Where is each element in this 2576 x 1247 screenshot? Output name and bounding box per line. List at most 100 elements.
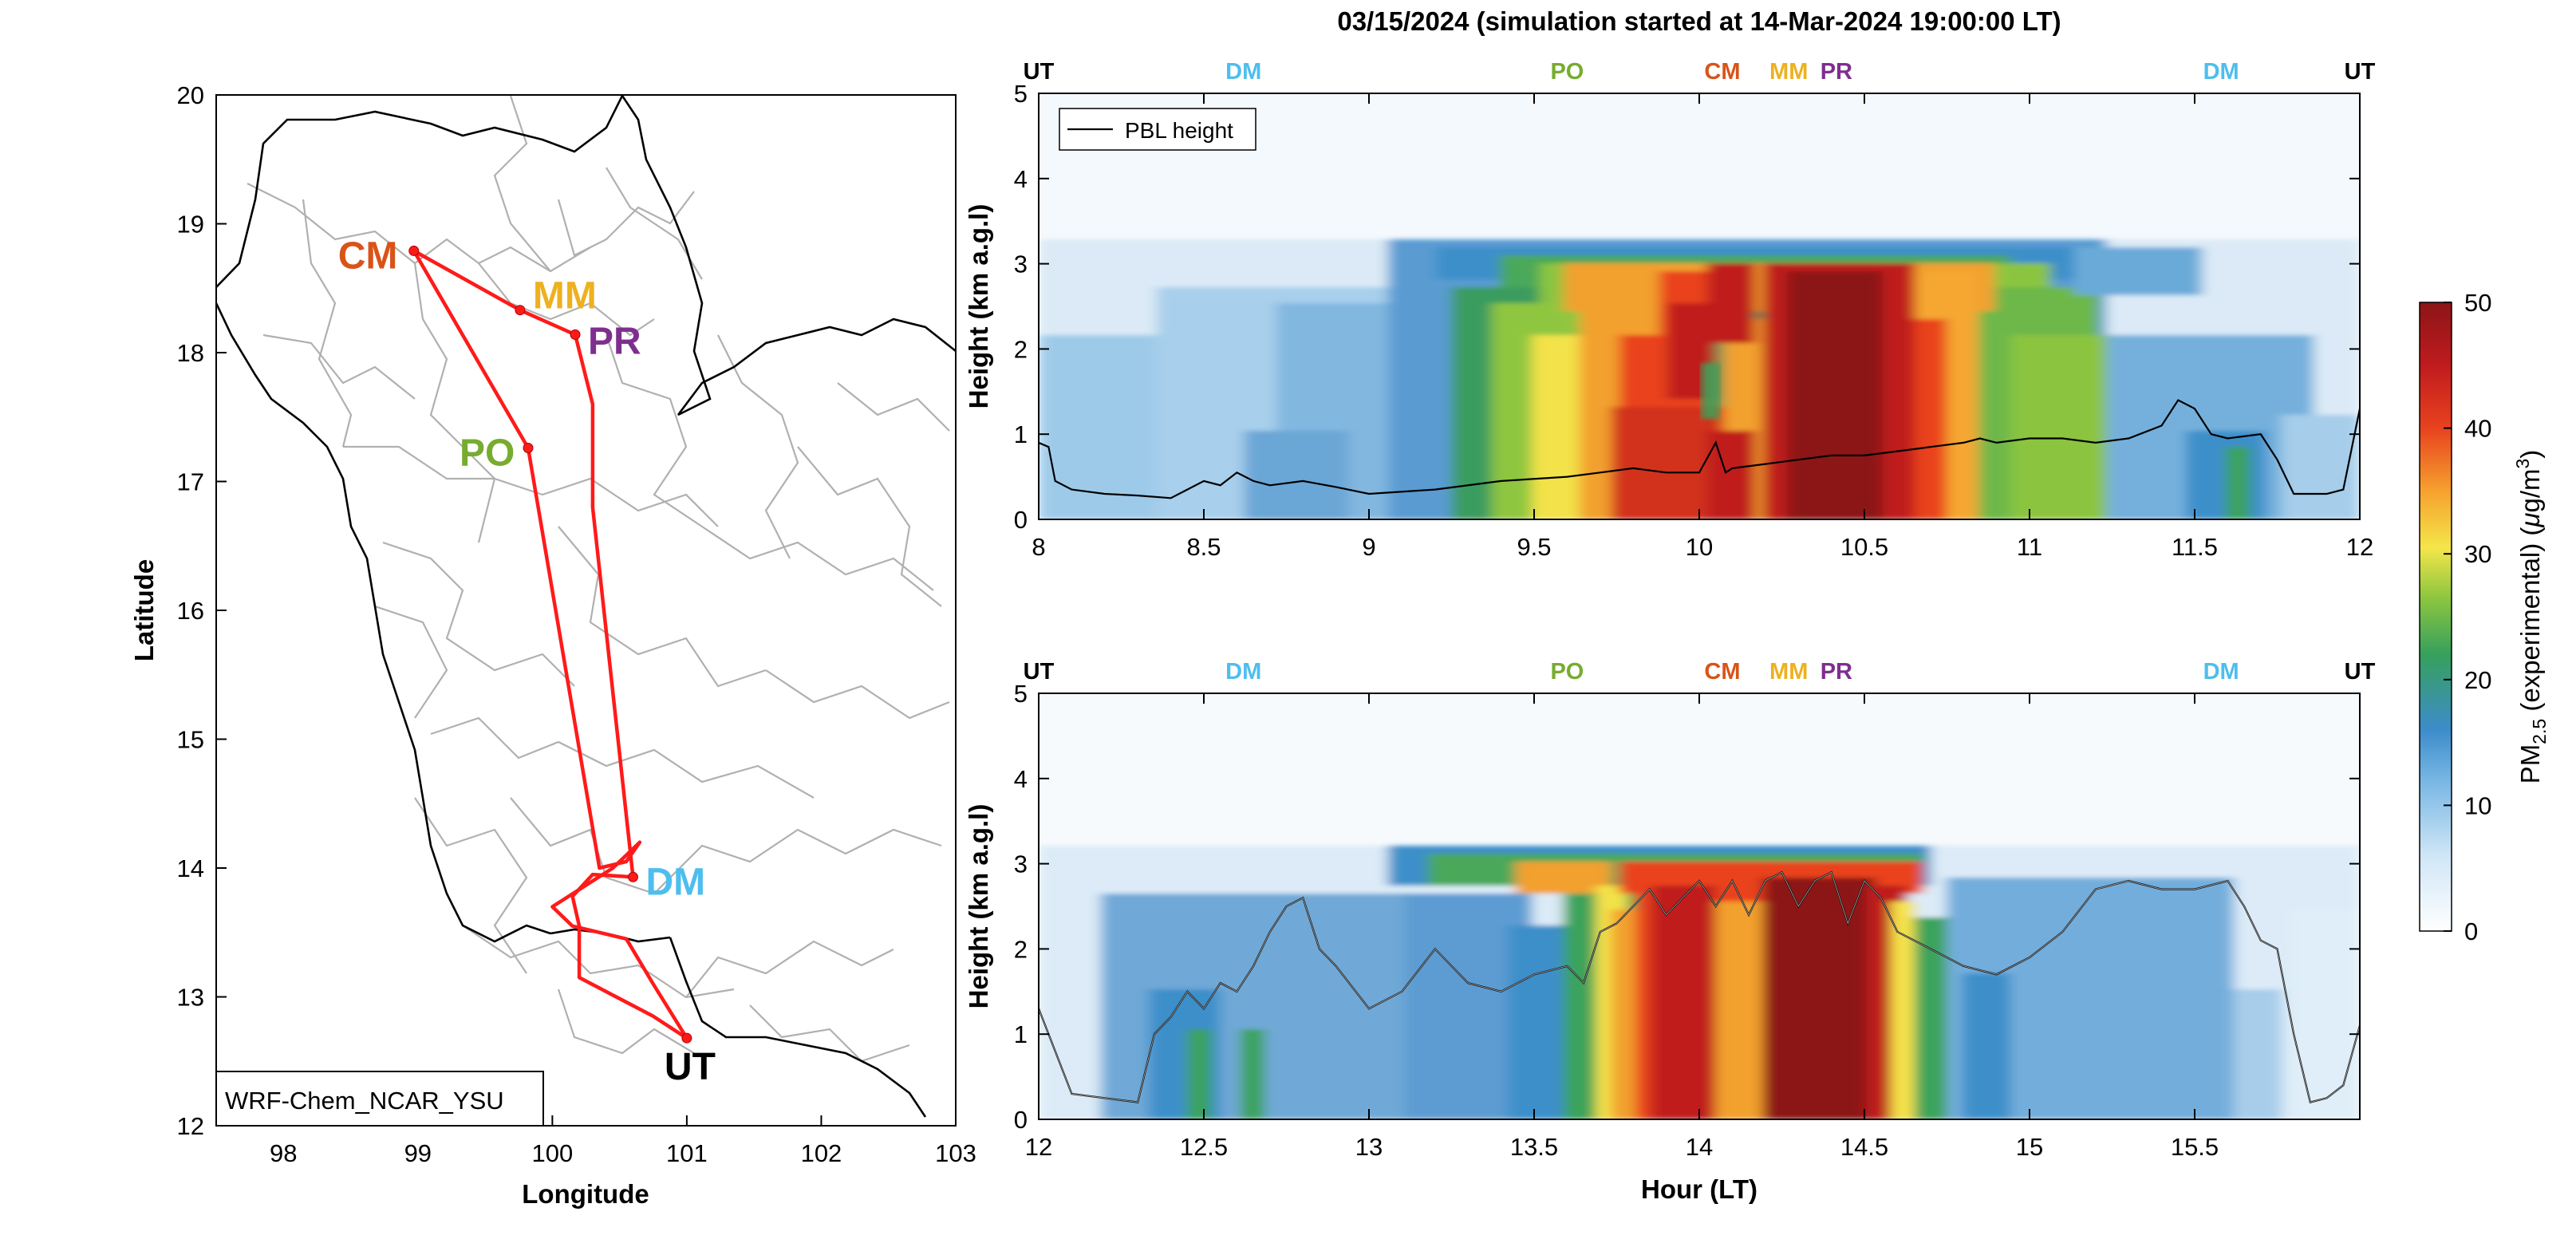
map-x-label: Longitude <box>522 1179 649 1209</box>
y-tick-label: 3 <box>1014 251 1028 278</box>
y-tick-label: 2 <box>1014 935 1028 963</box>
y-tick-label: 0 <box>1014 506 1028 534</box>
station-mark-pr: PR <box>1821 659 1852 685</box>
station-mark-ut: UT <box>2345 59 2376 85</box>
map-y-tick-label: 20 <box>177 81 204 109</box>
station-mark-cm: CM <box>1704 659 1740 685</box>
y-tick-label: 0 <box>1014 1106 1028 1134</box>
station-label-dm: DM <box>645 861 705 903</box>
pbl-height-line-top <box>1039 399 2360 499</box>
map-x-tick-label: 100 <box>531 1139 573 1167</box>
map-x-ticks: 98 99 100 101 102 103 <box>270 1115 976 1167</box>
country-border <box>216 95 956 1118</box>
colorbar-tick-label: 50 <box>2464 289 2491 317</box>
bottom-y-ticks: 0 1 2 3 4 5 <box>1014 680 2360 1134</box>
station-mark-dm: DM <box>1225 659 1261 685</box>
map-y-tick-label: 19 <box>177 211 204 239</box>
station-mark-pr: PR <box>1821 59 1852 85</box>
pm25-field-top <box>1039 93 2360 519</box>
y-tick-label: 4 <box>1014 765 1028 793</box>
x-tick-label: 12.5 <box>1180 1133 1228 1161</box>
map-y-tick-label: 13 <box>177 984 204 1012</box>
station-mark-mm: MM <box>1769 659 1808 685</box>
map-y-tick-label: 14 <box>177 854 204 882</box>
station-dot-dm <box>627 871 638 882</box>
y-tick-label: 1 <box>1014 1020 1028 1048</box>
colorbar-tick-label: 0 <box>2464 917 2478 945</box>
y-tick-label: 5 <box>1014 80 1028 108</box>
x-tick-label: 15.5 <box>2171 1133 2219 1161</box>
station-label-ut: UT <box>665 1046 716 1088</box>
station-dot-cm <box>408 245 420 256</box>
figure-title: 03/15/2024 (simulation started at 14-Mar… <box>1337 6 2061 36</box>
x-tick-label: 12 <box>1025 1133 1052 1161</box>
x-tick-label: 15 <box>2016 1133 2043 1161</box>
y-tick-label: 4 <box>1014 165 1028 193</box>
map-y-label: Latitude <box>129 559 159 661</box>
map-y-tick-label: 15 <box>177 726 204 754</box>
station-label-mm: MM <box>533 275 597 318</box>
station-mark-dm: DM <box>2203 59 2239 85</box>
map-background <box>216 95 956 1118</box>
colorbar-gradient <box>2419 302 2452 932</box>
top-x-ticks: 8 8.5 9 9.5 10 10.5 11 11.5 12 <box>1032 93 2373 561</box>
station-mark-ut: UT <box>1024 59 1055 85</box>
colorbar-tick-label: 20 <box>2464 666 2491 694</box>
x-tick-label: 10.5 <box>1840 533 1888 561</box>
x-tick-label: 12 <box>2346 533 2373 561</box>
x-tick-label: 9 <box>1362 533 1375 561</box>
y-tick-label: 2 <box>1014 335 1028 363</box>
y-tick-label: 1 <box>1014 420 1028 448</box>
bottom-y-label: Height (km a.g.l) <box>964 804 993 1009</box>
model-label: WRF-Chem_NCAR_YSU <box>225 1087 504 1115</box>
model-label-box <box>215 1071 544 1127</box>
station-mark-ut: UT <box>2345 659 2376 685</box>
station-dot-ut <box>681 1032 692 1044</box>
map-y-tick-label: 18 <box>177 339 204 367</box>
x-tick-label: 8 <box>1032 533 1045 561</box>
colorbar: 0 10 20 30 40 50 PM2.5 (experimental) (μg/m3) <box>2419 289 2550 945</box>
map-x-tick-label: 98 <box>270 1139 297 1167</box>
map-x-tick-label: 103 <box>935 1139 976 1167</box>
top-station-marks: UT DM PO CM MM PR DM UT <box>1024 59 2376 85</box>
map-y-ticks: 12 13 14 15 16 17 18 19 20 <box>177 81 227 1140</box>
x-tick-label: 11 <box>2017 533 2042 561</box>
map-x-tick-label: 99 <box>404 1139 432 1167</box>
top-y-label: Height (km a.g.l) <box>964 204 993 409</box>
x-tick-label: 14.5 <box>1840 1133 1888 1161</box>
x-tick-label: 10 <box>1686 533 1713 561</box>
station-mark-dm: DM <box>2203 659 2239 685</box>
top-y-ticks: 0 1 2 3 4 5 <box>1014 80 2360 534</box>
colorbar-ticks: 0 10 20 30 40 50 <box>2444 289 2491 945</box>
x-tick-label: 13.5 <box>1510 1133 1558 1161</box>
colorbar-tick-label: 40 <box>2464 415 2491 443</box>
map-x-tick-label: 102 <box>801 1139 842 1167</box>
x-tick-label: 14 <box>1686 1133 1713 1161</box>
flight-track <box>412 249 688 1040</box>
legend-entry-pbl: PBL height <box>1125 118 1233 143</box>
map-x-tick-label: 101 <box>666 1139 708 1167</box>
x-tick-label: 11.5 <box>2172 533 2218 561</box>
y-tick-label: 3 <box>1014 850 1028 878</box>
station-label-pr: PR <box>588 320 641 362</box>
station-mark-ut: UT <box>1024 659 1055 685</box>
station-label-cm: CM <box>338 235 398 277</box>
bottom-x-ticks: 12 12.5 13 13.5 14 14.5 15 15.5 <box>1025 693 2219 1161</box>
y-tick-label: 5 <box>1014 680 1028 708</box>
x-tick-label: 13 <box>1355 1133 1383 1161</box>
colorbar-tick-label: 10 <box>2464 791 2491 819</box>
station-mark-dm: DM <box>1225 59 1261 85</box>
station-mark-po: PO <box>1550 659 1584 685</box>
station-dot-mm <box>515 305 526 316</box>
map-panel: 98 99 100 101 102 103 12 13 14 15 16 17 18 19 20 CM MM… <box>129 81 976 1209</box>
map-y-tick-label: 12 <box>177 1112 204 1140</box>
x-tick-label: 8.5 <box>1186 533 1221 561</box>
legend-box: PBL height <box>1059 108 1256 151</box>
pm25-field-bottom <box>1039 693 2360 1119</box>
station-mark-mm: MM <box>1769 59 1808 85</box>
station-markers <box>408 245 692 1044</box>
